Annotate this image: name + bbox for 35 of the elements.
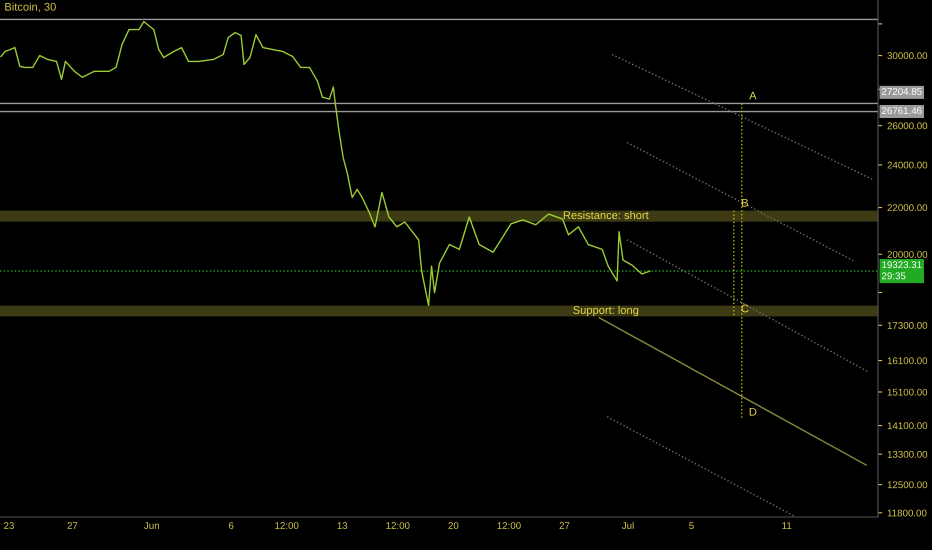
y-tick-label: 13300.00 (888, 450, 928, 458)
y-tick-label: 11800.00 (888, 510, 926, 516)
band-label: Support: long (573, 306, 638, 316)
x-tick-label: Jul (622, 522, 634, 529)
y-tick-label: 15100.00 (888, 388, 928, 396)
y-tick-label: 22000.00 (888, 204, 928, 212)
annotation: A (749, 92, 757, 100)
y-tick-label: 12500.00 (888, 481, 928, 488)
annotation: B (742, 198, 748, 207)
y-tick-label: 30000.00 (887, 52, 928, 60)
y-tick-label: 24000.00 (888, 162, 928, 169)
x-tick-label: 5 (689, 522, 694, 529)
chart-title: Bitcoin, 30 (5, 2, 56, 12)
x-tick-label: 11 (782, 522, 792, 529)
x-tick-label: Jun (144, 522, 159, 529)
x-tick-label: 12:00 (386, 522, 410, 529)
y-tick-label: 20000.00 (888, 250, 928, 258)
x-tick-label: 27 (68, 522, 78, 529)
ref-line-label: 26761.46 (882, 107, 922, 114)
ref-line-label: 19323.31 29:35 (882, 261, 922, 280)
x-tick-label: 13 (338, 522, 348, 529)
ref-line-label: 27204.85 (882, 88, 922, 95)
band-label: Resistance: short (564, 210, 649, 220)
x-tick-label: 20 (448, 522, 458, 529)
x-tick-label: 12:00 (275, 522, 298, 529)
x-tick-label: 12:00 (498, 522, 521, 529)
y-tick-label: 26000.00 (888, 122, 928, 130)
y-tick-label: 14100.00 (888, 422, 928, 430)
y-tick-label: 17300.00 (888, 322, 928, 329)
y-tick-label: 16100.00 (888, 357, 928, 364)
annotation: C (741, 304, 749, 312)
x-tick-label: 6 (228, 522, 234, 529)
x-tick-label: 23 (4, 522, 14, 529)
x-tick-label: 27 (560, 522, 570, 529)
annotation: D (750, 408, 756, 416)
